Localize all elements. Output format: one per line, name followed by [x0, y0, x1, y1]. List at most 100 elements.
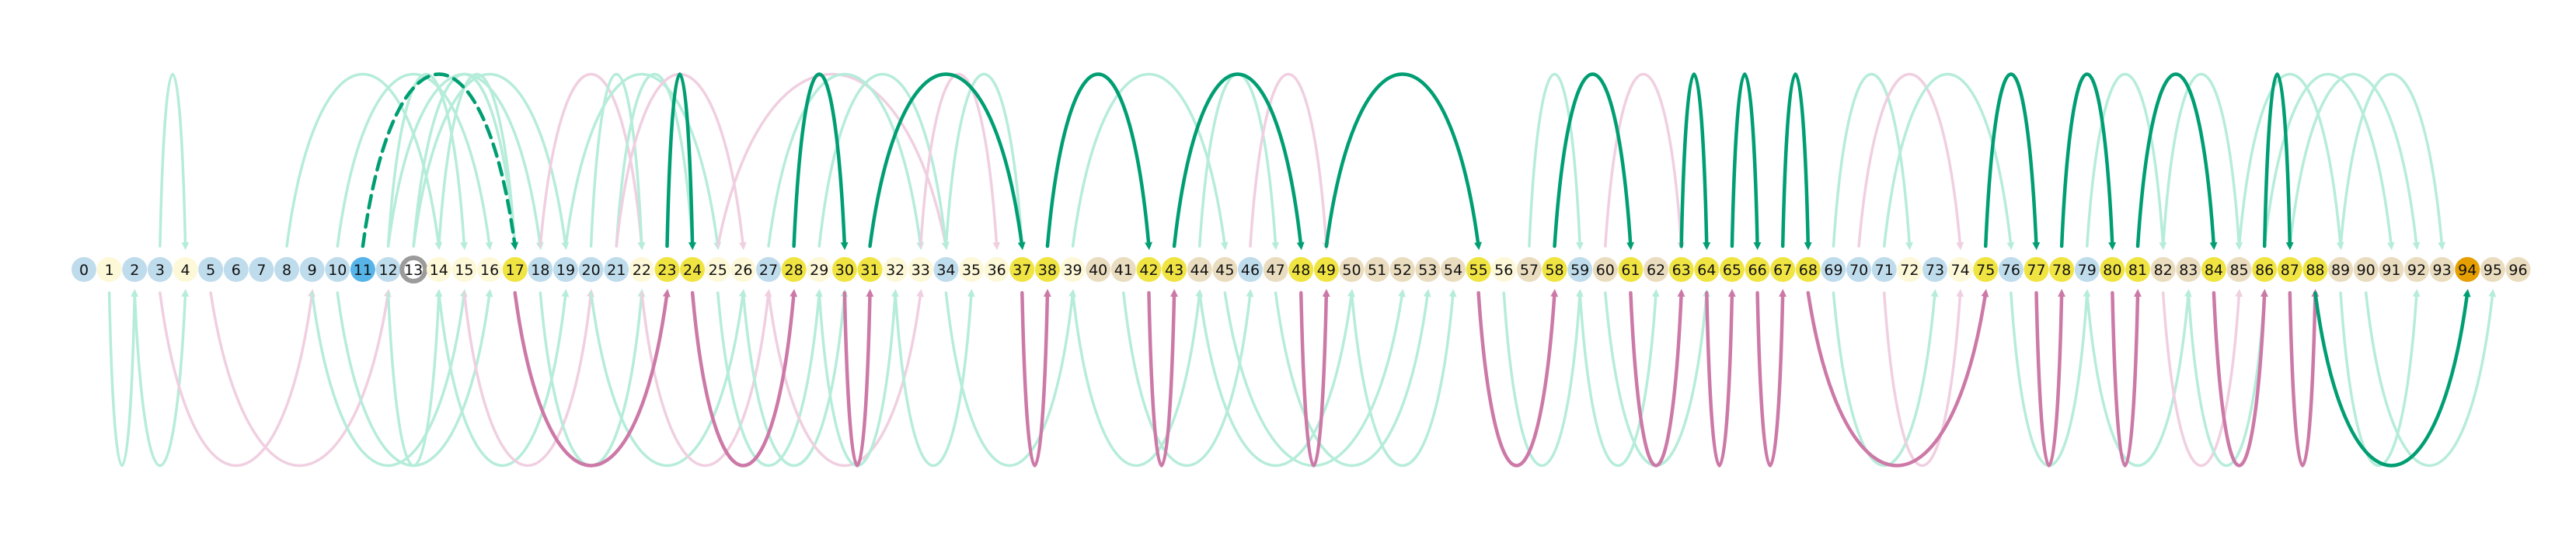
faint-arc-69-73 [1832, 289, 1939, 468]
node-87: 87 [2277, 257, 2302, 282]
node-23-circle [654, 257, 680, 282]
node-78: 78 [2049, 257, 2075, 282]
node-72-circle [1897, 257, 1922, 282]
node-40: 40 [1086, 257, 1111, 282]
node-51: 51 [1365, 257, 1390, 282]
faint-arc-41-46 [1122, 289, 1254, 467]
highlight-arc-24-28 [690, 289, 798, 468]
faint-arc-2-4 [133, 289, 190, 468]
node-87-label: 87 [2281, 262, 2299, 279]
node-23-label: 23 [657, 262, 676, 279]
faint-arc-27-33 [767, 73, 925, 250]
node-46: 46 [1237, 257, 1263, 282]
faint-arc-9-15 [310, 289, 468, 467]
node-1: 1 [96, 257, 122, 282]
node-27-label: 27 [759, 262, 778, 279]
node-78-label: 78 [2052, 262, 2071, 279]
node-5: 5 [198, 257, 224, 282]
node-19-circle [552, 257, 578, 282]
node-64: 64 [1694, 257, 1720, 282]
node-39: 39 [1060, 257, 1086, 282]
node-24-label: 24 [683, 262, 702, 279]
node-59: 59 [1567, 257, 1593, 282]
node-52: 52 [1389, 257, 1415, 282]
node-28-circle [781, 257, 807, 282]
node-76: 76 [1998, 257, 2024, 282]
node-2-circle [122, 257, 148, 282]
node-10: 10 [325, 257, 350, 282]
faint-arc-46-49 [1249, 72, 1330, 250]
node-9: 9 [299, 257, 325, 282]
node-66-label: 66 [1748, 262, 1766, 279]
node-64-label: 64 [1697, 262, 1716, 279]
node-66: 66 [1745, 257, 1770, 282]
faint-arc-71-76 [1882, 73, 2015, 250]
node-48-circle [1288, 257, 1314, 282]
node-25-label: 25 [709, 262, 727, 279]
node-11-circle [350, 257, 375, 282]
faint-arc-14-17 [437, 72, 519, 250]
node-73-label: 73 [1926, 262, 1944, 279]
highlight-arc-31-37 [868, 72, 1026, 250]
faint-arc-69-72 [1832, 72, 1914, 250]
node-42: 42 [1136, 257, 1162, 282]
node-38-circle [1034, 257, 1060, 282]
node-58-circle [1542, 257, 1567, 282]
node-18-circle [528, 257, 553, 282]
faint-arc-29-34 [817, 73, 950, 250]
node-24-circle [680, 257, 706, 282]
node-70-circle [1846, 257, 1872, 282]
highlight-arc-61-63 [1629, 289, 1685, 468]
node-85-label: 85 [2229, 262, 2248, 279]
node-32: 32 [883, 257, 908, 282]
node-45-circle [1212, 257, 1238, 282]
faint-arc-13-19 [412, 73, 570, 250]
node-70-label: 70 [1849, 262, 1868, 279]
node-38-label: 38 [1038, 262, 1057, 279]
node-37-label: 37 [1013, 262, 1031, 279]
node-33: 33 [908, 257, 933, 282]
node-13-label: 13 [404, 262, 423, 279]
node-29-circle [807, 257, 832, 282]
node-10-label: 10 [328, 262, 347, 279]
node-16: 16 [477, 257, 503, 282]
node-84-circle [2201, 257, 2226, 282]
node-18-label: 18 [531, 262, 549, 279]
node-2: 2 [122, 257, 148, 282]
node-31-circle [857, 257, 883, 282]
highlight-arc-42-43 [1147, 289, 1178, 468]
faint-arc-29-32 [817, 289, 899, 468]
node-73: 73 [1922, 257, 1947, 282]
node-16-circle [477, 257, 503, 282]
node-1-circle [96, 257, 122, 282]
node-96: 96 [2505, 257, 2531, 282]
faint-arc-19-25 [564, 73, 722, 250]
faint-arc-34-37 [944, 72, 1026, 250]
faint-arc-32-35 [894, 289, 975, 468]
node-4: 4 [173, 257, 198, 282]
node-33-circle [908, 257, 933, 282]
node-55: 55 [1466, 257, 1491, 282]
node-83: 83 [2176, 257, 2201, 282]
node-12: 12 [375, 257, 401, 282]
node-41: 41 [1110, 257, 1136, 282]
faint-arc-20-26 [589, 289, 747, 467]
faint-arc-70-74 [1857, 72, 1964, 250]
node-78-circle [2049, 257, 2075, 282]
highlight-arc-75-77 [1984, 72, 2041, 250]
node-11: 11 [350, 257, 375, 282]
faint-arc-39-44 [1071, 289, 1204, 467]
faint-arc-8-14 [285, 73, 443, 250]
node-45: 45 [1212, 257, 1238, 282]
faint-arc-12-15 [386, 72, 469, 250]
node-25-circle [705, 257, 730, 282]
node-28-label: 28 [785, 262, 803, 279]
node-14-circle [426, 257, 451, 282]
node-42-label: 42 [1139, 262, 1158, 279]
node-92-circle [2403, 257, 2429, 282]
node-90-label: 90 [2357, 262, 2376, 279]
node-5-circle [198, 257, 224, 282]
faint-arc-44-47 [1197, 72, 1280, 250]
node-86: 86 [2252, 257, 2278, 282]
highlight-arc-43-48 [1172, 72, 1305, 250]
